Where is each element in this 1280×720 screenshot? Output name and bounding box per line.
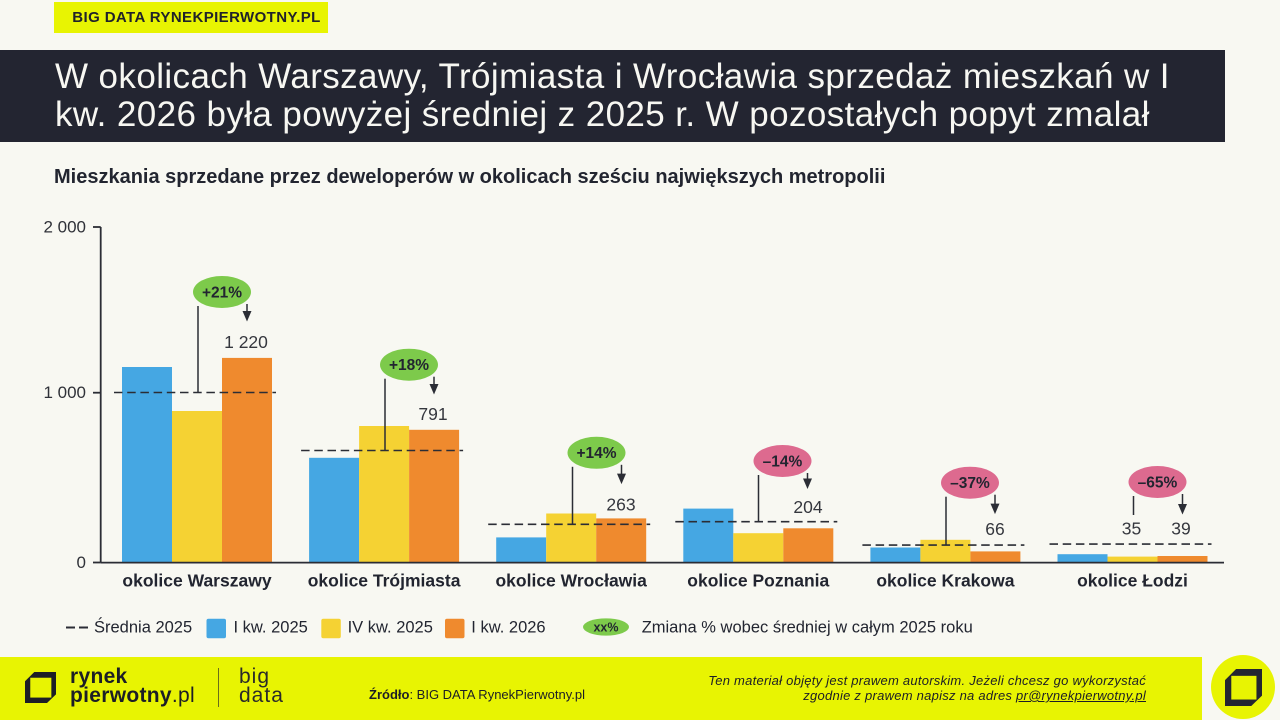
svg-text:+21%: +21% <box>202 284 242 301</box>
svg-text:1 220: 1 220 <box>224 332 268 352</box>
svg-text:Średnia 2025: Średnia 2025 <box>94 618 192 637</box>
svg-text:I kw. 2026: I kw. 2026 <box>471 619 545 637</box>
svg-text:xx%: xx% <box>593 621 618 635</box>
svg-text:IV kw. 2025: IV kw. 2025 <box>348 619 433 637</box>
svg-text:0: 0 <box>77 553 86 572</box>
svg-text:–65%: –65% <box>1138 474 1178 491</box>
svg-text:–37%: –37% <box>950 475 990 492</box>
svg-text:Zmiana % wobec średniej w cały: Zmiana % wobec średniej w całym 2025 rok… <box>642 619 973 637</box>
svg-text:66: 66 <box>985 519 1004 539</box>
svg-text:263: 263 <box>606 495 635 515</box>
svg-text:okolice Trójmiasta: okolice Trójmiasta <box>308 571 461 591</box>
svg-text:791: 791 <box>418 404 447 424</box>
svg-text:okolice Krakowa: okolice Krakowa <box>876 571 1014 591</box>
svg-text:I kw. 2025: I kw. 2025 <box>234 619 308 637</box>
svg-text:okolice Wrocławia: okolice Wrocławia <box>495 571 647 591</box>
svg-text:2 000: 2 000 <box>43 218 86 237</box>
svg-text:1 000: 1 000 <box>43 383 86 402</box>
svg-text:okolice Warszawy: okolice Warszawy <box>122 571 271 591</box>
svg-text:–14%: –14% <box>763 453 803 470</box>
svg-text:+18%: +18% <box>389 357 429 374</box>
svg-text:+14%: +14% <box>576 445 616 462</box>
svg-text:35: 35 <box>1122 518 1141 538</box>
svg-text:okolice Łodzi: okolice Łodzi <box>1077 571 1188 591</box>
svg-text:okolice Poznania: okolice Poznania <box>687 571 829 591</box>
svg-text:39: 39 <box>1171 518 1190 538</box>
svg-text:204: 204 <box>793 497 822 517</box>
